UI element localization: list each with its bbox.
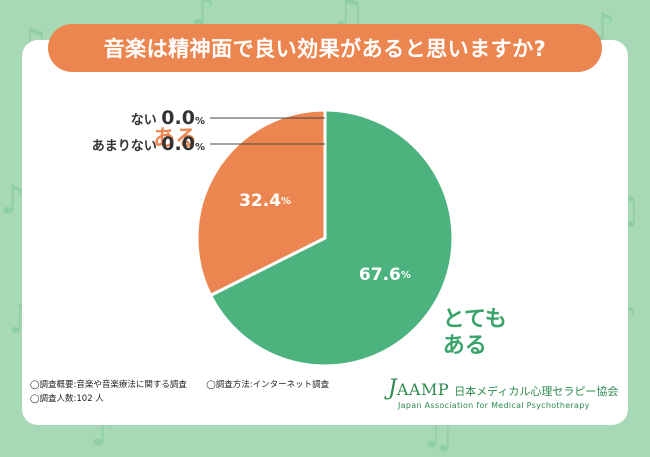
- respondents-note: ◯調査人数:102 人: [30, 394, 104, 404]
- zero-slice-label: ない 0.0%: [131, 107, 205, 129]
- slice-category-label: ある: [153, 127, 197, 152]
- survey-summary-text: ◯調査概要:音楽や音楽療法に関する調査: [30, 380, 187, 390]
- pie-slice: [195, 108, 327, 298]
- logo-mark-j: J: [388, 376, 397, 401]
- logo-name-jp: 日本メディカル心理セラピー協会: [454, 385, 619, 398]
- jaamp-logo: JAAMP 日本メディカル心理セラピー協会: [388, 376, 618, 401]
- survey-summary-note: ◯調査概要:音楽や音楽療法に関する調査 ◯調査方法:インターネット調査: [30, 378, 329, 390]
- logo-name-en: Japan Association for Medical Psychother…: [398, 401, 590, 410]
- survey-method-text: ◯調査方法:インターネット調査: [206, 380, 330, 390]
- pie-slice: [208, 108, 455, 368]
- slice-category-label: とてもある: [443, 307, 507, 358]
- slice-value-label: 32.4%: [239, 191, 291, 211]
- slice-value-label: 67.6%: [359, 265, 411, 285]
- chart-title: 音楽は精神面で良い効果があると思いますか?: [48, 24, 602, 72]
- music-note-icon: ♪: [0, 177, 26, 223]
- logo-mark-rest: AAMP: [396, 380, 450, 399]
- zero-slice-label: あまりない 0.0%: [92, 133, 205, 155]
